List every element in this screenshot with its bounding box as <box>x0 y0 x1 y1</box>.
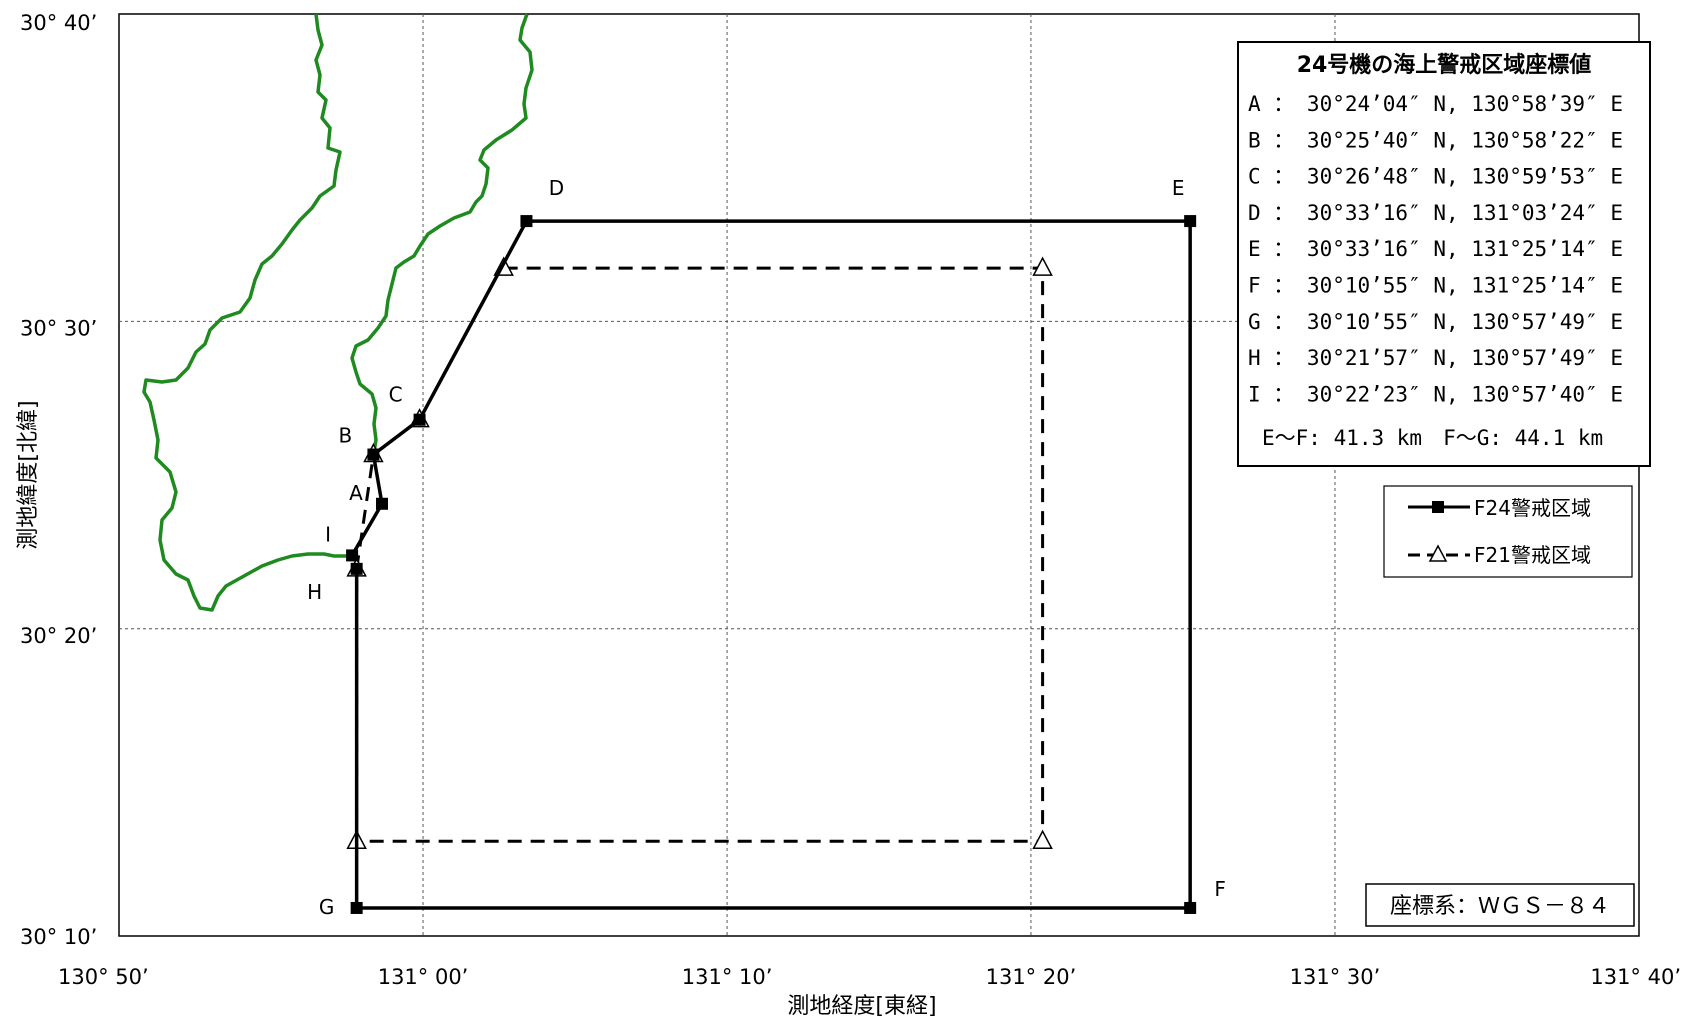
f24-vertex-marker <box>520 215 533 228</box>
point-label-h: H <box>307 580 322 604</box>
legend-f24-label: F24警戒区域 <box>1474 496 1591 520</box>
f24-vertex-marker <box>367 448 380 461</box>
x-tick-labels: 130° 50’ 131° 00’ 131° 10’ 131° 20’ 131° 30’… <box>58 965 1681 989</box>
point-label-f: F <box>1214 877 1226 901</box>
legend: F24警戒区域 F21警戒区域 <box>1383 485 1633 578</box>
crs-label: 座標系：ＷＧＳ－８４ <box>1390 894 1610 919</box>
info-row: B ： 30°25’40″ N, 130°58’22″ E <box>1248 128 1623 152</box>
info-row: H ： 30°21’57″ N, 130°57’49″ E <box>1248 346 1623 370</box>
info-row: E ： 30°33’16″ N, 131°25’14″ E <box>1248 237 1623 261</box>
info-box-frame <box>1237 41 1651 467</box>
legend-f24-marker <box>1432 501 1444 513</box>
f24-vertex-marker <box>346 549 359 562</box>
point-label-c: C <box>389 383 403 407</box>
coastline <box>142 13 534 612</box>
x-tick-label: 131° 10’ <box>682 965 773 989</box>
f24-zone: IA B C D E F G H <box>307 176 1226 919</box>
point-label-d: D <box>549 176 564 200</box>
y-tick-label: 30° 40’ <box>20 11 97 35</box>
info-row: C ： 30°26’48″ N, 130°59’53″ E <box>1248 165 1623 189</box>
legend-f21-marker <box>1428 544 1448 562</box>
f21-vertex-marker <box>1032 829 1053 849</box>
point-label-b: B <box>339 424 353 448</box>
y-tick-label: 30° 10’ <box>20 925 97 949</box>
point-label-e: E <box>1172 176 1185 200</box>
f21-vertex-marker <box>1032 256 1053 276</box>
x-tick-label: 131° 00’ <box>378 965 469 989</box>
info-box-distances: E～F: 41.3 km F～G: 44.1 km <box>1262 426 1603 450</box>
info-row: F ： 30°10’55″ N, 131°25’14″ E <box>1248 274 1623 298</box>
legend-f21-label: F21警戒区域 <box>1474 543 1591 567</box>
coastline-west <box>142 13 348 612</box>
coordinate-info-box: 24号機の海上警戒区域座標値 A ： 30°24’04″ N, 130°58’3… <box>1237 41 1651 467</box>
info-row: A ： 30°24’04″ N, 130°58’39″ E <box>1248 92 1623 116</box>
info-row: G ： 30°10’55″ N, 130°57’49″ E <box>1248 310 1623 334</box>
f24-vertex-marker <box>413 413 426 426</box>
x-tick-label: 131° 40’ <box>1590 965 1681 989</box>
y-tick-label: 30° 20’ <box>20 624 97 648</box>
point-label-a: A <box>349 481 363 505</box>
f24-vertex-marker <box>375 497 388 510</box>
point-label-i: I <box>325 522 331 546</box>
info-row: I ： 30°22’23″ N, 130°57’40″ E <box>1248 382 1623 406</box>
y-axis-title: 測地緯度[北緯] <box>16 400 41 549</box>
f24-vertex-marker <box>350 562 363 575</box>
x-tick-label: 130° 50’ <box>58 965 149 989</box>
x-tick-label: 131° 30’ <box>1290 965 1381 989</box>
crs-box: 座標系：ＷＧＳ－８４ <box>1365 883 1635 927</box>
f24-vertex-marker <box>350 901 363 914</box>
coastline-east <box>350 13 534 453</box>
x-axis-title: 測地経度[東経] <box>787 994 936 1019</box>
crs-frame <box>1365 883 1635 927</box>
y-tick-label: 30° 30’ <box>20 316 97 340</box>
x-tick-label: 131° 20’ <box>986 965 1077 989</box>
f24-vertex-marker <box>1184 901 1197 914</box>
f24-vertex-marker <box>1184 215 1197 228</box>
point-label-g: G <box>319 895 335 919</box>
y-tick-labels: 30° 40’ 30° 30’ 30° 20’ 30° 10’ <box>20 11 97 949</box>
legend-frame <box>1383 485 1633 578</box>
info-row: D ： 30°33’16″ N, 131°03’24″ E <box>1248 201 1623 225</box>
info-box-title: 24号機の海上警戒区域座標値 <box>1297 52 1592 78</box>
info-box-rows: A ： 30°24’04″ N, 130°58’39″ E B ： 30°25’4… <box>1248 92 1623 406</box>
